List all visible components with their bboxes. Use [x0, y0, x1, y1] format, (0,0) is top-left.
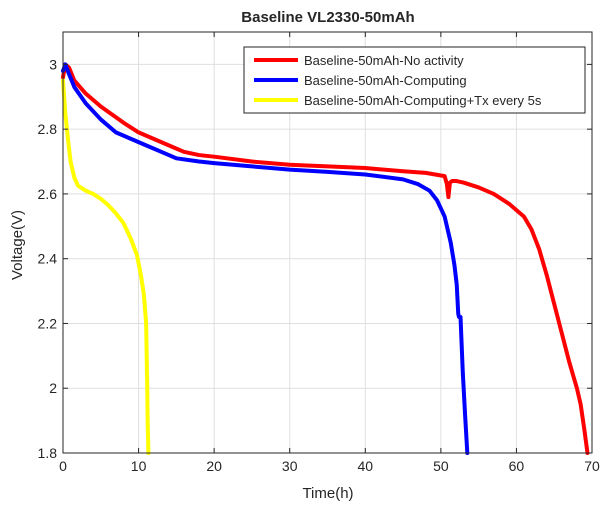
y-tick-label: 3 [49, 56, 57, 72]
x-tick-label: 40 [357, 458, 373, 474]
legend-label-1: Baseline-50mAh-No activity [304, 53, 464, 68]
axes: 0 10 20 30 40 50 60 70 1.8 2 2.2 2.4 2.6 2.8 3 [38, 31, 600, 474]
legend-box [243, 46, 586, 114]
x-tick-label: 30 [282, 458, 298, 474]
y-tick-label: 2.6 [38, 186, 58, 202]
series-lines [61, 62, 590, 455]
x-tick-label: 0 [59, 458, 67, 474]
y-axis-label: Voltage(V) [9, 210, 26, 280]
legend-label-3: Baseline-50mAh-Computing+Tx every 5s [304, 93, 542, 108]
x-axis-label: Time(h) [302, 485, 353, 502]
x-tick-label: 20 [206, 458, 222, 474]
y-tick-label: 2.8 [38, 121, 58, 137]
series-line-1 [61, 62, 590, 455]
axes-box [62, 31, 593, 454]
x-tick-label: 60 [509, 458, 525, 474]
series-line-3 [61, 78, 151, 455]
y-tick-label: 1.8 [38, 445, 58, 461]
x-tick-label: 70 [584, 458, 600, 474]
chart-title: Baseline VL2330-50mAh [241, 9, 414, 26]
series-line-2 [61, 62, 470, 455]
y-tick-label: 2 [49, 380, 57, 396]
legend: Baseline-50mAh-No activity Baseline-50mAh… [243, 46, 586, 114]
x-tick-label: 50 [433, 458, 449, 474]
y-tick-label: 2.2 [38, 315, 58, 331]
y-tick-label: 2.4 [38, 251, 58, 267]
x-tick-label: 10 [131, 458, 147, 474]
legend-label-2: Baseline-50mAh-Computing [304, 73, 467, 88]
